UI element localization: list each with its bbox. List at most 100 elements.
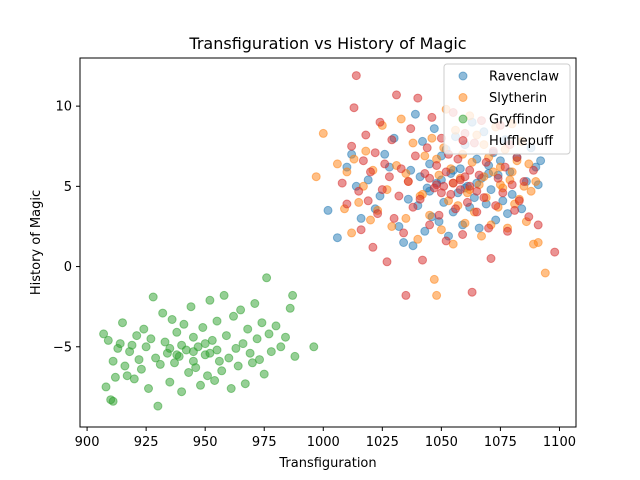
point-hufflepuff-7 — [358, 156, 368, 166]
point-gryffindor-48 — [212, 316, 222, 326]
point-gryffindor-77 — [290, 351, 300, 361]
point-gryffindor-53 — [224, 353, 234, 363]
x-tick-label: 1100 — [543, 435, 576, 450]
point-hufflepuff-9 — [363, 196, 373, 206]
point-slytherin-15 — [387, 222, 397, 231]
point-hufflepuff-61 — [486, 254, 496, 263]
y-tick-label: 5 — [64, 180, 72, 195]
point-ravenclaw-25 — [429, 124, 439, 134]
point-hufflepuff-83 — [448, 178, 458, 188]
point-gryffindor-22 — [151, 353, 161, 363]
point-hufflepuff-29 — [410, 151, 420, 161]
point-hufflepuff-66 — [498, 188, 508, 198]
point-ravenclaw-0 — [323, 205, 333, 215]
point-hufflepuff-64 — [493, 173, 503, 183]
x-tick-label: 1075 — [484, 435, 517, 450]
point-gryffindor-83 — [200, 339, 210, 349]
point-hufflepuff-23 — [396, 164, 406, 174]
point-gryffindor-56 — [231, 343, 241, 353]
legend-label-ravenclaw: Ravenclaw — [489, 70, 559, 85]
point-hufflepuff-51 — [462, 197, 472, 207]
point-gryffindor-62 — [245, 348, 255, 358]
point-hufflepuff-6 — [356, 225, 366, 235]
x-axis-label: Transfiguration — [278, 456, 376, 471]
point-ravenclaw-58 — [507, 189, 517, 199]
point-hufflepuff-15 — [377, 185, 387, 195]
point-ravenclaw-16 — [408, 241, 418, 251]
point-gryffindor-25 — [158, 308, 168, 318]
point-gryffindor-76 — [288, 290, 298, 300]
point-slytherin-46 — [477, 231, 486, 241]
point-gryffindor-21 — [148, 292, 158, 302]
point-slytherin-6 — [349, 154, 359, 164]
point-ravenclaw-1 — [332, 233, 342, 243]
point-slytherin-0 — [311, 172, 321, 182]
point-hufflepuff-85 — [460, 172, 470, 182]
point-hufflepuff-74 — [519, 177, 529, 186]
point-gryffindor-1 — [101, 382, 111, 392]
point-gryffindor-68 — [259, 369, 269, 379]
point-ravenclaw-44 — [474, 223, 484, 233]
point-slytherin-1 — [318, 128, 328, 138]
point-gryffindor-70 — [264, 329, 274, 339]
point-gryffindor-34 — [179, 319, 189, 329]
point-hufflepuff-12 — [370, 148, 380, 158]
point-gryffindor-54 — [226, 384, 236, 393]
point-hufflepuff-86 — [465, 181, 475, 191]
legend-marker-ravenclaw — [458, 71, 468, 81]
point-hufflepuff-70 — [507, 180, 517, 190]
point-slytherin-7 — [354, 197, 364, 207]
point-slytherin-10 — [366, 215, 375, 225]
x-tick-label: 1000 — [307, 435, 340, 450]
x-tick-label: 950 — [193, 435, 218, 450]
series-gryffindor — [99, 273, 319, 411]
point-gryffindor-24 — [155, 359, 165, 369]
point-gryffindor-20 — [146, 334, 156, 344]
point-hufflepuff-11 — [368, 242, 378, 252]
point-hufflepuff-46 — [451, 204, 460, 214]
point-slytherin-2 — [332, 159, 342, 169]
chart-title: Transfiguration vs History of Magic — [188, 34, 466, 53]
legend-label-hufflepuff: Hufflepuff — [489, 134, 554, 149]
point-hufflepuff-38 — [432, 161, 442, 170]
x-tick-label: 975 — [252, 435, 277, 450]
point-slytherin-20 — [408, 138, 418, 148]
point-hufflepuff-28 — [408, 202, 418, 212]
point-hufflepuff-8 — [361, 130, 371, 140]
point-hufflepuff-53 — [467, 287, 477, 297]
point-hufflepuff-35 — [425, 220, 435, 230]
point-ravenclaw-65 — [536, 156, 546, 166]
point-slytherin-51 — [488, 167, 498, 177]
legend: Ravenclaw Slytherin Gryffindor Hufflepuff — [443, 63, 571, 155]
point-hufflepuff-75 — [524, 212, 534, 222]
point-gryffindor-0 — [99, 329, 109, 339]
point-gryffindor-60 — [240, 379, 250, 389]
point-slytherin-39 — [460, 218, 470, 228]
point-ravenclaw-17 — [410, 109, 420, 119]
point-hufflepuff-4 — [351, 71, 361, 81]
point-gryffindor-73 — [276, 342, 286, 352]
point-gryffindor-36 — [184, 368, 194, 377]
point-gryffindor-44 — [203, 371, 212, 381]
point-gryffindor-31 — [172, 327, 182, 337]
point-hufflepuff-52 — [465, 165, 475, 175]
point-hufflepuff-10 — [366, 167, 375, 177]
point-hufflepuff-5 — [354, 186, 364, 196]
legend-marker-hufflepuff — [458, 136, 468, 145]
point-hufflepuff-27 — [406, 124, 416, 134]
point-ravenclaw-49 — [486, 185, 496, 195]
point-gryffindor-8 — [118, 318, 127, 328]
point-hufflepuff-26 — [403, 177, 413, 186]
point-gryffindor-74 — [281, 332, 290, 342]
point-hufflepuff-17 — [382, 257, 392, 267]
point-slytherin-29 — [436, 225, 446, 235]
point-hufflepuff-25 — [401, 290, 411, 300]
point-hufflepuff-82 — [441, 167, 451, 177]
point-gryffindor-15 — [134, 355, 144, 365]
legend-marker-gryffindor — [458, 114, 468, 124]
point-ravenclaw-5 — [356, 213, 366, 223]
point-gryffindor-9 — [120, 361, 130, 371]
point-gryffindor-79 — [108, 396, 118, 406]
point-hufflepuff-56 — [474, 170, 484, 180]
point-hufflepuff-2 — [347, 141, 357, 151]
